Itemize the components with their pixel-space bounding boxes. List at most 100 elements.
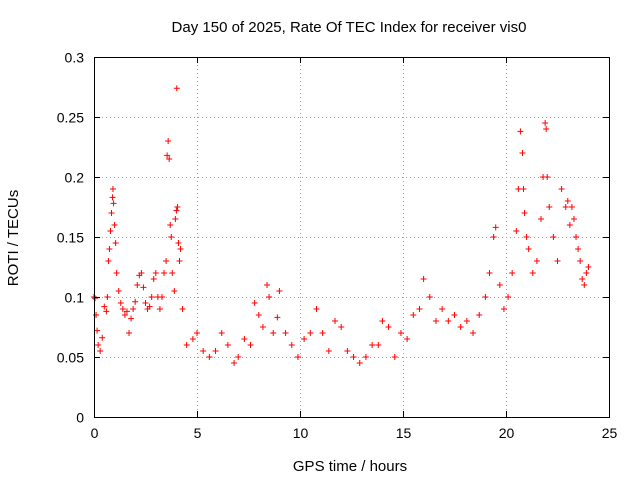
data-point xyxy=(167,222,174,228)
data-point xyxy=(132,298,139,305)
data-point xyxy=(520,186,527,192)
data-point xyxy=(164,152,171,159)
axis-ticks: 0 5 10 15 20 25 0 0.05 0.1 0.15 0.2 0.25 0.3 xyxy=(57,50,618,442)
data-point xyxy=(579,276,586,282)
data-point xyxy=(93,312,100,318)
data-point xyxy=(264,282,271,288)
data-point xyxy=(212,348,219,354)
data-point xyxy=(432,318,439,324)
y-tick-label: 0.25 xyxy=(57,110,84,126)
data-point xyxy=(274,314,281,321)
data-point xyxy=(470,330,477,336)
data-point xyxy=(105,258,112,264)
data-point xyxy=(544,174,551,180)
data-point xyxy=(177,246,184,252)
data-point xyxy=(585,264,592,270)
data-point xyxy=(562,204,569,210)
data-point xyxy=(568,204,575,210)
data-point xyxy=(581,282,588,288)
y-tick-label: 0.2 xyxy=(65,170,85,186)
data-point xyxy=(172,216,179,222)
data-point xyxy=(166,156,173,162)
data-point xyxy=(101,303,108,310)
data-point xyxy=(445,318,452,324)
data-point xyxy=(176,258,183,264)
data-point xyxy=(500,306,507,312)
data-point xyxy=(486,270,493,276)
data-point xyxy=(194,330,200,336)
data-point xyxy=(158,294,165,300)
data-point xyxy=(148,294,155,300)
data-point xyxy=(247,342,254,348)
data-point xyxy=(113,270,120,276)
data-point xyxy=(126,330,133,336)
data-point xyxy=(379,318,386,324)
data-point xyxy=(112,240,119,246)
data-point xyxy=(457,324,464,330)
data-point xyxy=(231,360,238,366)
data-point xyxy=(119,306,126,312)
data-point xyxy=(375,342,382,348)
y-tick-label: 0.15 xyxy=(57,230,84,246)
data-point xyxy=(115,288,122,294)
data-point xyxy=(140,284,147,291)
x-tick-label: 25 xyxy=(602,425,618,441)
data-point xyxy=(174,204,181,210)
data-point xyxy=(150,276,157,282)
data-points xyxy=(91,85,592,366)
data-point xyxy=(570,216,577,222)
data-point xyxy=(558,186,565,192)
data-point xyxy=(179,306,186,312)
data-point xyxy=(109,186,116,192)
data-point xyxy=(235,354,242,360)
data-point xyxy=(573,234,580,240)
data-point xyxy=(554,258,561,264)
data-point xyxy=(128,315,135,322)
data-point xyxy=(130,306,137,312)
data-point xyxy=(110,200,117,207)
data-point xyxy=(169,270,176,276)
data-point xyxy=(168,234,175,240)
x-tick-label: 0 xyxy=(91,425,99,441)
data-point xyxy=(95,342,102,348)
data-point xyxy=(362,354,369,360)
data-point xyxy=(385,324,392,330)
data-point xyxy=(165,138,172,144)
data-point xyxy=(391,354,398,360)
data-point xyxy=(173,207,180,214)
data-point xyxy=(282,330,289,336)
data-point xyxy=(525,246,532,252)
data-point xyxy=(513,228,520,234)
data-point xyxy=(109,194,116,201)
data-point xyxy=(224,342,231,348)
data-point xyxy=(325,348,332,354)
data-point xyxy=(517,128,524,135)
data-point xyxy=(505,294,512,300)
data-point xyxy=(259,324,266,330)
data-point xyxy=(566,222,573,228)
data-point xyxy=(266,294,273,300)
data-point xyxy=(152,270,159,276)
data-point xyxy=(404,336,411,342)
data-point xyxy=(163,258,170,264)
data-point xyxy=(575,246,582,252)
data-point xyxy=(94,327,101,334)
data-point xyxy=(416,306,423,312)
chart-title: Day 150 of 2025, Rate Of TEC Index for r… xyxy=(172,19,527,36)
data-point xyxy=(344,348,351,354)
data-point xyxy=(319,330,326,336)
data-point xyxy=(583,270,590,276)
data-point xyxy=(251,300,258,306)
data-point xyxy=(121,312,128,318)
data-point xyxy=(521,210,528,216)
data-point xyxy=(142,300,149,306)
data-point xyxy=(288,342,295,348)
data-point xyxy=(103,308,110,315)
data-point xyxy=(564,198,571,204)
data-point xyxy=(218,330,225,336)
data-point xyxy=(175,240,182,246)
data-point xyxy=(550,234,557,240)
y-tick-label: 0.1 xyxy=(65,290,85,306)
data-point xyxy=(397,330,404,336)
